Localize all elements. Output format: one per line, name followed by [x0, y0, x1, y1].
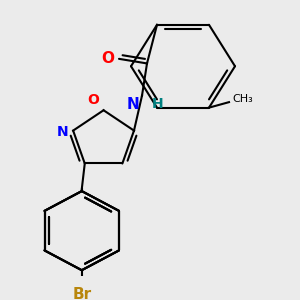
- Text: O: O: [88, 93, 100, 106]
- Text: CH₃: CH₃: [232, 94, 253, 104]
- Text: O: O: [101, 51, 114, 66]
- Text: N: N: [56, 124, 68, 139]
- Text: N: N: [126, 98, 139, 112]
- Text: H: H: [152, 98, 164, 112]
- Text: Br: Br: [72, 287, 91, 300]
